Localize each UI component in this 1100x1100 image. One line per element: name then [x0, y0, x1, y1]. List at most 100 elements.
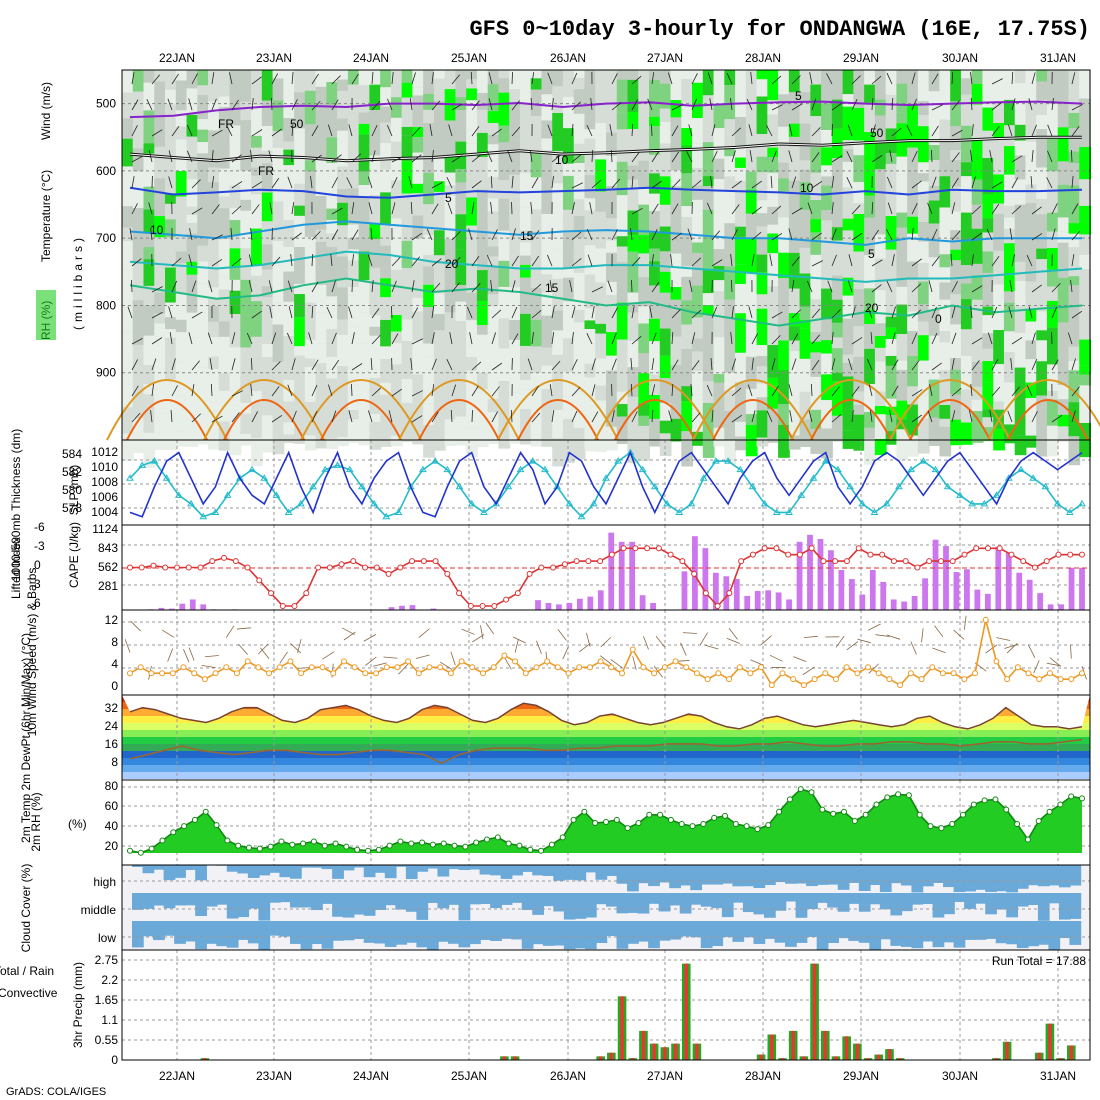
slp-line-marker [455, 482, 464, 490]
wind-barb [1070, 644, 1072, 659]
rh-cell [1079, 70, 1091, 99]
rh-cell [175, 431, 188, 447]
rh-cell [466, 129, 478, 144]
rh-cell [993, 103, 1005, 124]
rh-cell [1014, 236, 1027, 262]
rh-cell [756, 70, 769, 80]
rh-cell [681, 145, 694, 164]
cloud-cell [521, 865, 534, 872]
rh-cell [132, 344, 145, 354]
rh-tick: 40 [105, 819, 119, 833]
wind-barb [851, 98, 858, 111]
rh-cell [638, 323, 651, 354]
rh-cell [208, 70, 220, 93]
rh-cell [326, 137, 339, 163]
rh-cell [702, 176, 715, 187]
rh-cell [692, 431, 704, 446]
rh-cell [874, 258, 887, 291]
rh-cell [960, 422, 973, 445]
wind-barb [1071, 126, 1080, 137]
rh-cell [347, 188, 360, 225]
lifted-index-line-marker [996, 545, 1003, 552]
lifted-index-line-marker [902, 558, 909, 565]
lifted-index-line-marker [1008, 551, 1015, 558]
rh-cell [390, 70, 403, 98]
rh-cell [487, 177, 500, 199]
wind-barb [1051, 283, 1061, 293]
rh-cell [358, 197, 371, 214]
wind-barb [231, 181, 243, 189]
rh-cell [950, 394, 962, 420]
rh-cell [627, 430, 640, 464]
slp-line-marker [565, 499, 574, 507]
wind-speed-line-marker [672, 658, 679, 665]
thickness-tick: 578 [62, 501, 82, 515]
rh-cell [304, 402, 317, 425]
wind-barb [851, 204, 861, 215]
cloud-cell [132, 865, 144, 867]
cloud-cell [574, 893, 587, 919]
rh-cell [132, 314, 145, 345]
cape-bar [807, 534, 813, 610]
rh-cell [649, 394, 661, 419]
wind-barb [610, 659, 623, 668]
wind-barb [1026, 254, 1033, 267]
rh-cell [154, 178, 167, 217]
cloud-cell [353, 921, 365, 939]
wind-barb [931, 228, 938, 241]
rh-cell [1046, 196, 1059, 213]
wind-speed-line-marker [512, 658, 519, 665]
wind-barb [811, 180, 823, 189]
lifted-index-line-marker [268, 590, 275, 597]
rh-line-marker [851, 817, 858, 824]
rh-cell [692, 118, 704, 144]
rh-line-marker [678, 821, 685, 828]
wind-barb [448, 124, 453, 137]
rh-cell [476, 334, 489, 365]
wind-barb [671, 104, 683, 111]
rh-cell [487, 198, 500, 212]
cloud-cell [806, 921, 818, 937]
wind-barb [486, 150, 493, 163]
cloud-cell [1069, 865, 1082, 886]
wind-barb [911, 283, 922, 293]
rh-cell [197, 153, 210, 174]
cape-bar [1058, 604, 1064, 610]
rh-cell [799, 209, 812, 248]
rh-cell [122, 118, 134, 139]
rh-cell [659, 403, 672, 421]
rh-cell [1057, 105, 1070, 128]
rh-cell [810, 84, 823, 117]
wind-barb [510, 409, 513, 423]
rh-cell [175, 171, 188, 197]
rh-cell [240, 315, 253, 348]
rh-cell [401, 126, 414, 136]
cloud-cell [237, 921, 250, 940]
slp-line-marker [748, 482, 757, 490]
rh-cell [294, 355, 306, 394]
rh-cell [315, 115, 328, 148]
wind-barb [851, 386, 860, 397]
wind-barb [469, 332, 473, 345]
rh-cell [261, 70, 274, 101]
lifted-index-line-marker [867, 551, 874, 558]
rh-cell [788, 351, 801, 365]
rh-cell [971, 70, 984, 84]
wind-barb [651, 358, 655, 371]
rh-cell [928, 389, 941, 418]
rh-cell [132, 171, 145, 193]
rh-cell [530, 346, 543, 373]
wind-speed-line-marker [351, 664, 358, 671]
rh-cell [476, 156, 489, 190]
wind-barb [671, 232, 682, 241]
wind-barb [989, 150, 993, 163]
lifted-index-line-marker [279, 603, 286, 609]
wind-barb [1007, 124, 1013, 137]
rh-cell [874, 204, 887, 235]
cloud-cell [374, 921, 387, 944]
wind-barb [971, 205, 982, 215]
rh-cell [466, 357, 478, 371]
wind-barb [751, 358, 754, 371]
rh-cell [960, 78, 973, 95]
wind-barb [208, 280, 213, 293]
